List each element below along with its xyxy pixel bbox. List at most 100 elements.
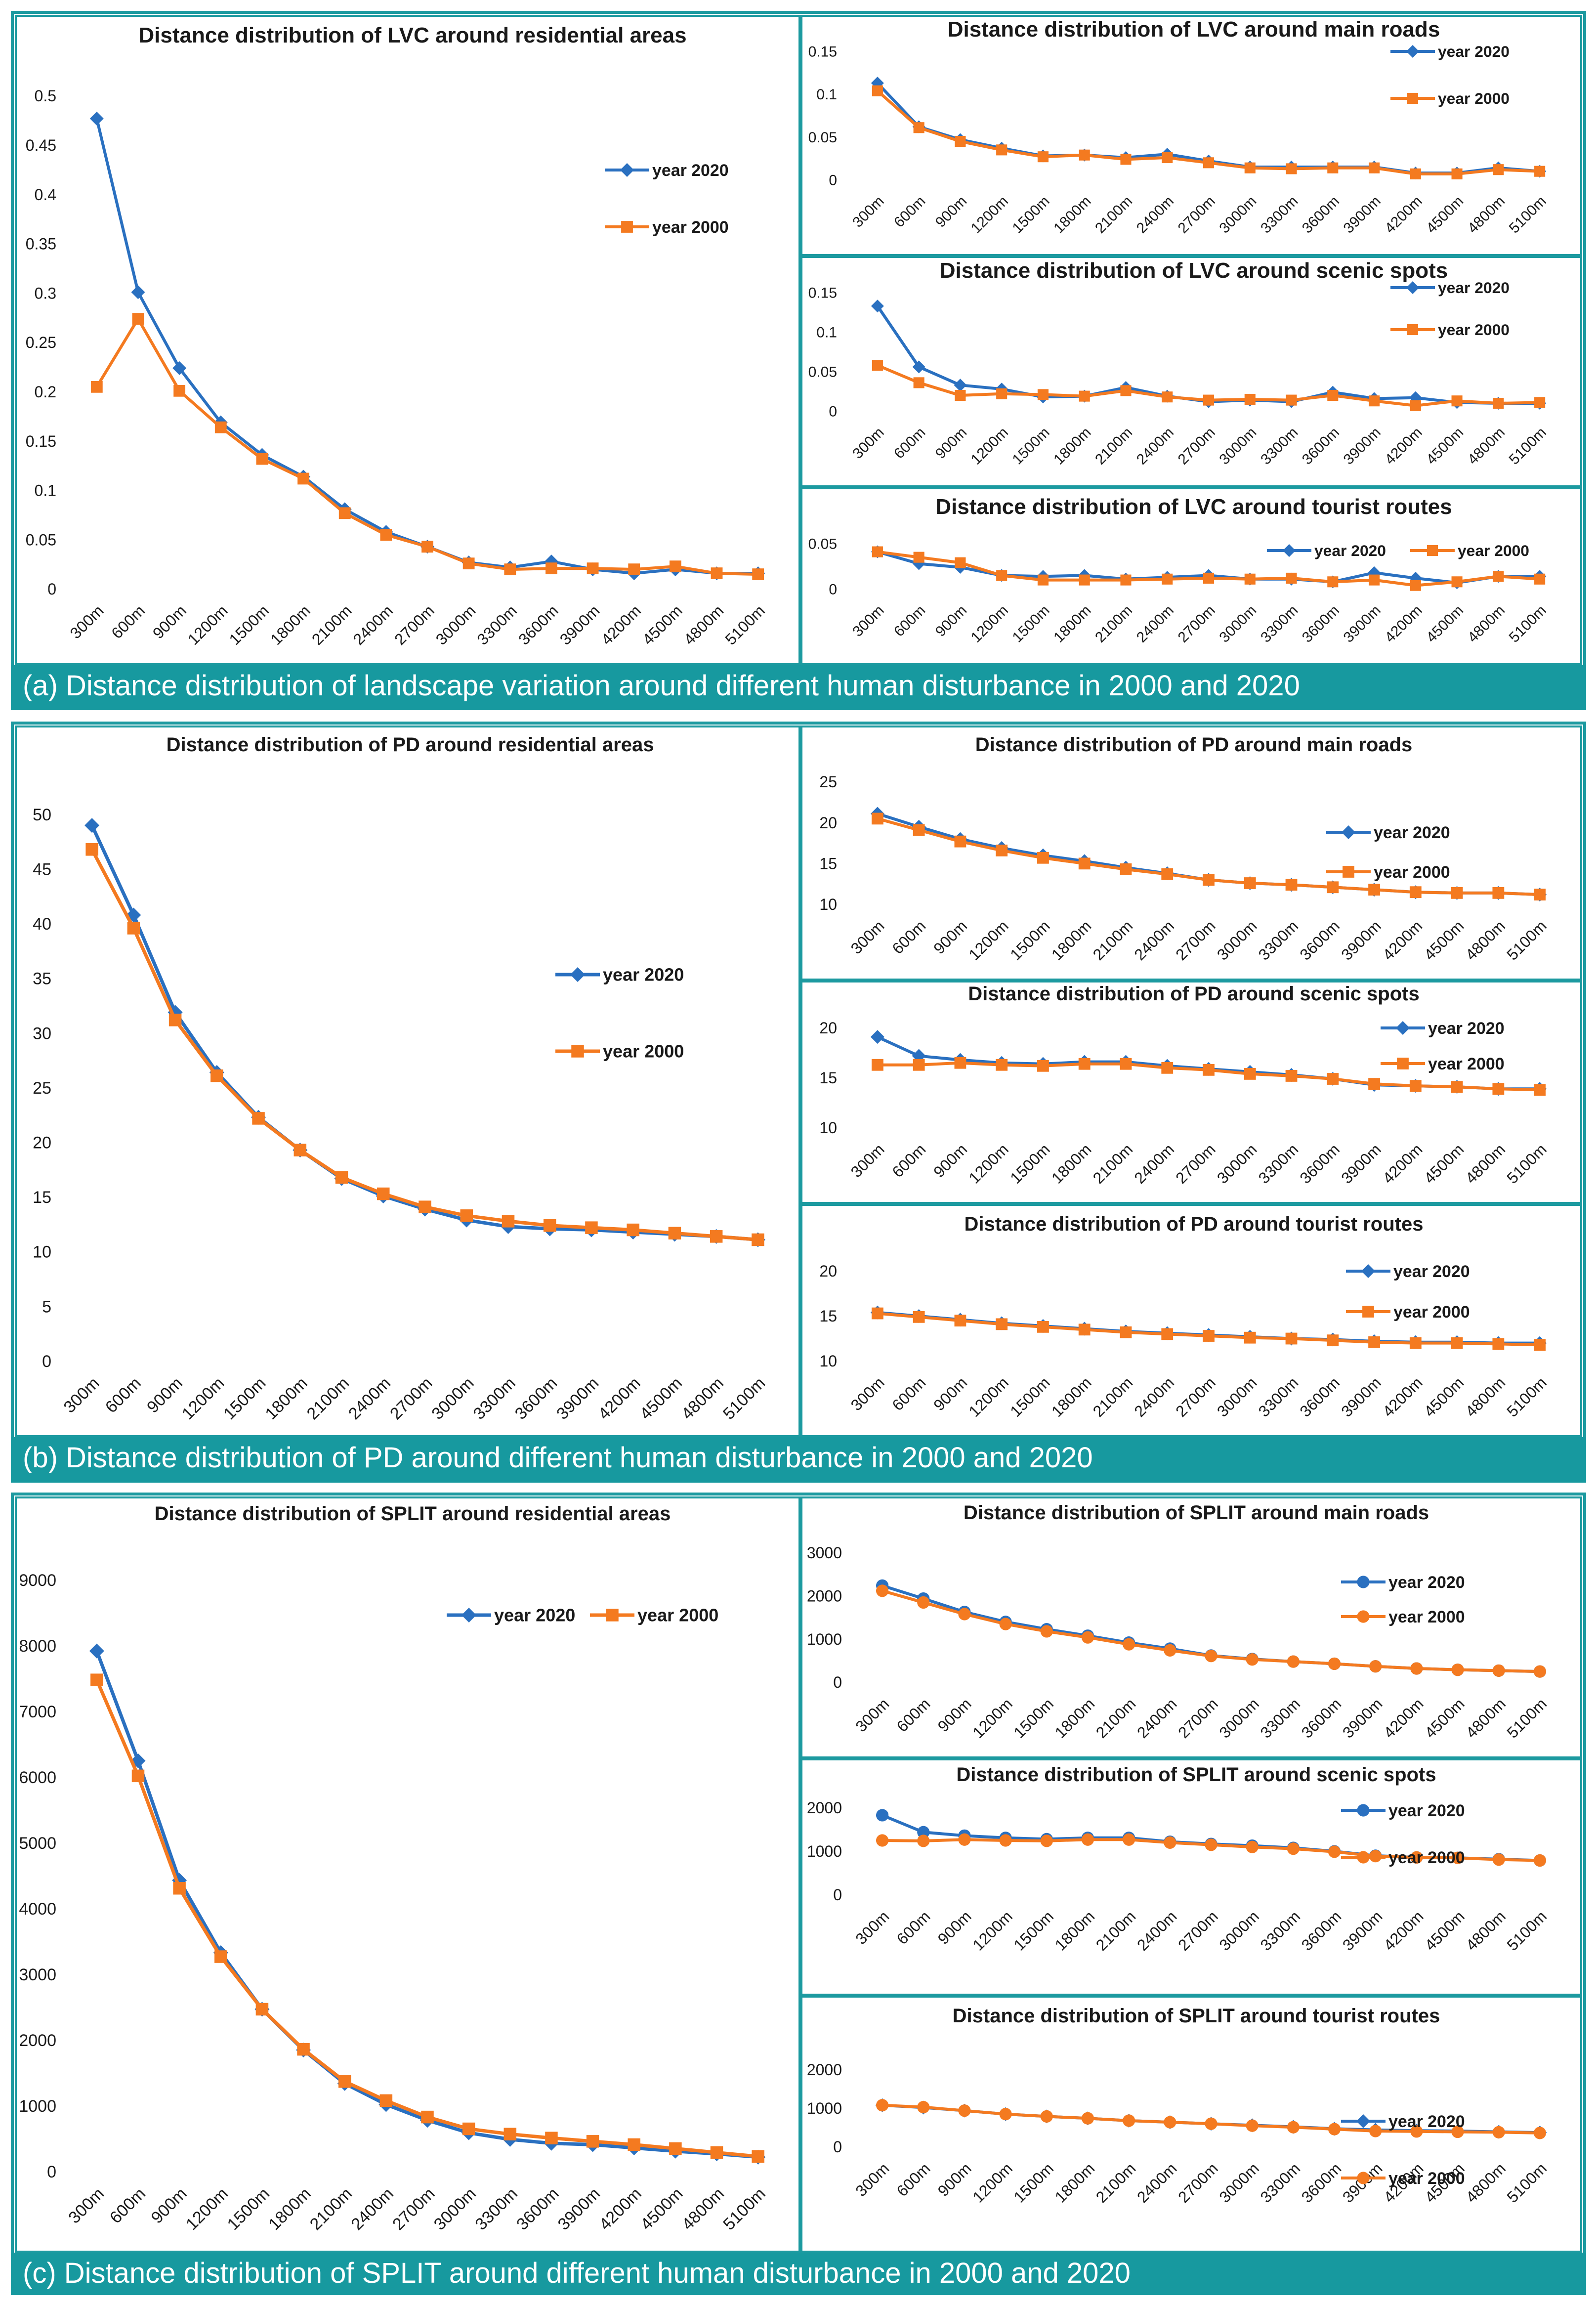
lvc-scenic-svg: Distance distribution of LVC around scen… — [808, 258, 1550, 468]
data-point-year-2000 — [1244, 1068, 1256, 1080]
y-tick-label: 0 — [833, 1673, 842, 1691]
data-point-year-2000 — [1534, 166, 1546, 177]
y-tick-label: 0.05 — [808, 129, 837, 146]
data-point-year-2000 — [462, 2122, 475, 2135]
data-point-year-2000 — [669, 2142, 682, 2155]
x-tick-label: 3000m — [1216, 1695, 1262, 1742]
y-tick-label: 40 — [33, 915, 51, 934]
x-tick-label: 5100m — [1506, 424, 1550, 468]
x-tick-label: 600m — [102, 1374, 145, 1417]
x-tick-label: 3600m — [515, 601, 562, 648]
data-point-year-2000 — [1203, 1064, 1215, 1076]
x-tick-label: 4200m — [597, 601, 644, 648]
legend-item-year-2000: year 2000 — [1326, 863, 1450, 882]
x-tick-label: 300m — [852, 1695, 892, 1735]
data-point-year-2000 — [132, 313, 144, 325]
data-point-year-2000 — [1162, 152, 1173, 163]
legend-marker — [1357, 1610, 1370, 1623]
x-tick-label: 300m — [849, 424, 887, 462]
data-point-year-2000 — [752, 568, 764, 580]
x-tick-label: 2400m — [350, 601, 397, 648]
data-point-year-2000 — [1327, 881, 1339, 894]
x-tick-label: 600m — [891, 193, 928, 230]
legend-label: year 2000 — [1388, 1848, 1465, 1867]
data-point-year-2000 — [1120, 574, 1132, 586]
x-tick-label: 5100m — [1504, 1695, 1551, 1742]
x-tick-label: 4200m — [1380, 1695, 1427, 1742]
legend-marker — [1396, 1021, 1410, 1035]
data-point-year-2000 — [545, 2132, 558, 2144]
legend-marker — [1357, 1851, 1370, 1864]
data-point-year-2000 — [913, 1059, 925, 1071]
x-tick-label: 600m — [888, 917, 929, 957]
x-tick-label: 1800m — [1048, 1373, 1095, 1420]
x-tick-label: 4500m — [1423, 424, 1467, 468]
x-tick-label: 3600m — [1296, 1373, 1343, 1420]
y-tick-label: 0 — [829, 404, 837, 420]
pd-res-svg: Distance distribution of PD around resid… — [33, 734, 769, 1423]
x-tick-label: 3600m — [1298, 1907, 1345, 1954]
x-tick-label: 2100m — [303, 1374, 353, 1423]
y-tick-label: 0.35 — [26, 235, 56, 253]
data-point-year-2000 — [917, 2101, 930, 2114]
x-tick-label: 2400m — [347, 2184, 397, 2234]
x-tick-label: 900m — [934, 2159, 975, 2200]
x-tick-label: 1200m — [969, 1695, 1016, 1742]
x-tick-label: 1200m — [965, 1373, 1012, 1420]
y-tick-label: 10 — [819, 896, 837, 913]
x-tick-label: 1500m — [1007, 1140, 1053, 1187]
data-point-year-2000 — [1120, 1326, 1132, 1338]
data-point-year-2000 — [419, 1200, 431, 1213]
split-scenic-svg: Distance distribution of SPLIT around sc… — [807, 1764, 1550, 1954]
data-point-year-2000 — [1534, 573, 1546, 585]
data-point-year-2000 — [1410, 168, 1421, 179]
data-point-year-2000 — [996, 1059, 1008, 1071]
series-line-year-2000 — [95, 1679, 758, 2158]
x-tick-label: 3900m — [1338, 917, 1385, 964]
x-tick-label: 3900m — [554, 2184, 604, 2234]
data-point-year-2000 — [913, 377, 924, 388]
data-point-year-2000 — [421, 541, 433, 553]
legend-item-year-2000: year 2000 — [1341, 2169, 1465, 2188]
x-tick-label: 900m — [934, 1695, 975, 1735]
data-point-year-2000 — [1244, 573, 1256, 585]
data-point-year-2000 — [1246, 1840, 1259, 1853]
data-point-year-2000 — [1040, 1625, 1053, 1638]
caption-c: (c) Distance distribution of SPLIT aroun… — [11, 2253, 1586, 2295]
data-point-year-2000 — [1123, 1833, 1135, 1846]
data-point-year-2000 — [1327, 389, 1339, 401]
y-tick-label: 5 — [42, 1297, 51, 1316]
x-tick-label: 4500m — [1421, 917, 1468, 964]
data-point-year-2000 — [1079, 574, 1090, 586]
x-tick-label: 4500m — [1421, 1140, 1468, 1187]
legend-item-year-2020: year 2020 — [1390, 279, 1510, 297]
data-point-year-2000 — [587, 562, 599, 574]
x-tick-label: 1500m — [1009, 193, 1053, 236]
x-tick-label: 3300m — [1258, 424, 1301, 468]
y-tick-label: 0.15 — [26, 432, 56, 450]
chart-title: Distance distribution of LVC around main… — [948, 17, 1440, 42]
legend-label: year 2000 — [1388, 2169, 1465, 2188]
legend-marker — [1357, 1804, 1370, 1817]
split-roads-svg: Distance distribution of SPLIT around ma… — [807, 1502, 1551, 1742]
x-tick-label: 3000m — [1216, 2159, 1262, 2206]
x-tick-label: 3300m — [1257, 1907, 1304, 1954]
data-point-year-2020 — [876, 1809, 889, 1822]
data-point-year-2000 — [335, 1171, 348, 1184]
y-tick-label: 1000 — [807, 1630, 842, 1648]
x-tick-label: 900m — [932, 193, 970, 230]
data-point-year-2000 — [1120, 1058, 1132, 1070]
y-tick-label: 0.1 — [816, 325, 837, 341]
x-tick-label: 2100m — [1092, 602, 1135, 645]
legend-item-year-2000: year 2000 — [1341, 1608, 1465, 1626]
series-year-2000 — [90, 1673, 764, 2163]
x-tick-label: 2700m — [1175, 1907, 1221, 1954]
data-point-year-2000 — [297, 472, 309, 485]
x-tick-label: 1500m — [220, 1374, 269, 1423]
data-point-year-2000 — [1246, 2119, 1259, 2132]
legend-label: year 2000 — [637, 1605, 718, 1625]
data-point-year-2000 — [1369, 574, 1380, 586]
x-tick-label: 3600m — [1299, 193, 1343, 236]
split-res-svg: Distance distribution of SPLIT around re… — [19, 1503, 769, 2234]
x-tick-label: 3300m — [473, 601, 520, 648]
